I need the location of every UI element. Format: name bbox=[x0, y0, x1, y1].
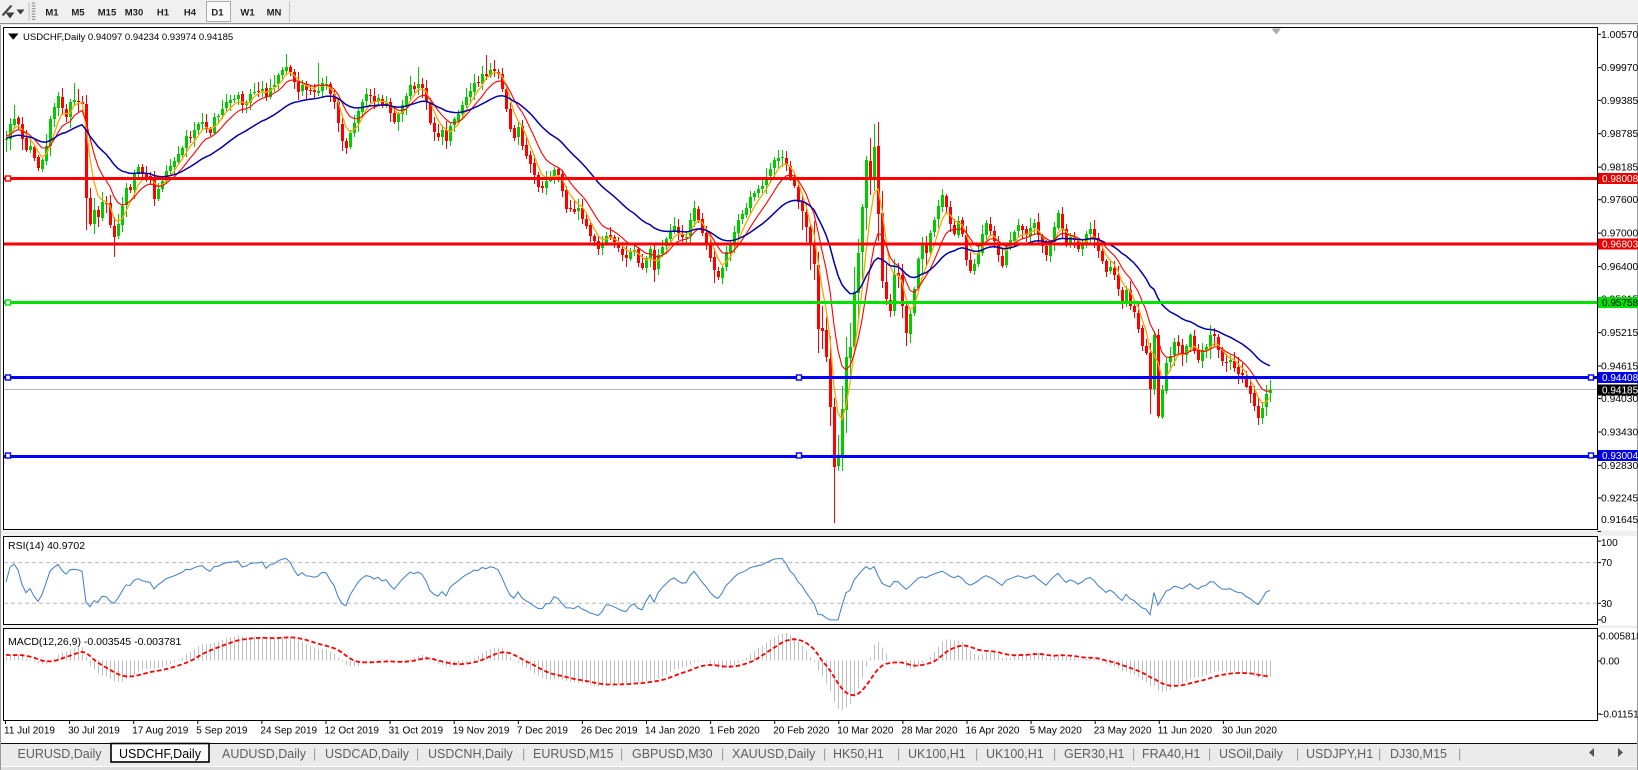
svg-text:0.94615: 0.94615 bbox=[1601, 362, 1638, 373]
svg-text:7 Dec 2019: 7 Dec 2019 bbox=[517, 726, 569, 737]
svg-text:0.99385: 0.99385 bbox=[1601, 96, 1638, 107]
svg-text:|: | bbox=[1458, 747, 1461, 761]
svg-text:|: | bbox=[823, 747, 826, 761]
svg-text:11 Jun 2020: 11 Jun 2020 bbox=[1158, 726, 1213, 737]
svg-text:MACD(12,26,9) -0.003545 -0.003: MACD(12,26,9) -0.003545 -0.003781 bbox=[8, 636, 182, 648]
svg-text:0.98008: 0.98008 bbox=[1602, 174, 1638, 185]
svg-text:|: | bbox=[1208, 747, 1211, 761]
svg-text:100: 100 bbox=[1601, 538, 1618, 549]
svg-text:0.005818: 0.005818 bbox=[1600, 632, 1638, 643]
svg-text:H4: H4 bbox=[184, 8, 197, 19]
svg-text:12 Oct 2019: 12 Oct 2019 bbox=[325, 726, 380, 737]
svg-text:0.95758: 0.95758 bbox=[1602, 298, 1638, 309]
svg-text:EURUSD,M15: EURUSD,M15 bbox=[533, 747, 614, 761]
svg-text:0.94408: 0.94408 bbox=[1602, 373, 1638, 384]
svg-text:|: | bbox=[1132, 747, 1135, 761]
svg-text:16 Apr 2020: 16 Apr 2020 bbox=[966, 726, 1020, 737]
svg-text:11 Jul 2019: 11 Jul 2019 bbox=[4, 726, 55, 737]
svg-text:W1: W1 bbox=[240, 8, 255, 19]
svg-text:0.97600: 0.97600 bbox=[1601, 195, 1638, 206]
svg-text:UK100,H1: UK100,H1 bbox=[986, 747, 1044, 761]
svg-text:XAUUSD,Daily: XAUUSD,Daily bbox=[732, 747, 816, 761]
svg-text:28 Mar 2020: 28 Mar 2020 bbox=[901, 726, 958, 737]
svg-text:USDJPY,H1: USDJPY,H1 bbox=[1306, 747, 1373, 761]
svg-text:-0.011514: -0.011514 bbox=[1600, 710, 1638, 721]
svg-text:1.00570: 1.00570 bbox=[1601, 30, 1638, 41]
svg-text:M30: M30 bbox=[125, 8, 143, 19]
svg-text:0: 0 bbox=[1601, 615, 1607, 626]
svg-text:20 Feb 2020: 20 Feb 2020 bbox=[773, 726, 830, 737]
svg-text:0.92830: 0.92830 bbox=[1601, 461, 1638, 472]
svg-text:M15: M15 bbox=[98, 8, 117, 19]
svg-text:USDCHF,Daily 0.94097 0.94234 0: USDCHF,Daily 0.94097 0.94234 0.93974 0.9… bbox=[23, 32, 233, 43]
svg-text:|: | bbox=[1296, 747, 1299, 761]
svg-text:GER30,H1: GER30,H1 bbox=[1064, 747, 1124, 761]
svg-text:26 Dec 2019: 26 Dec 2019 bbox=[581, 726, 638, 737]
svg-text:EURUSD,Daily: EURUSD,Daily bbox=[18, 747, 103, 761]
svg-text:M1: M1 bbox=[45, 8, 59, 19]
svg-text:USOil,Daily: USOil,Daily bbox=[1219, 747, 1284, 761]
svg-text:31 Oct 2019: 31 Oct 2019 bbox=[389, 726, 444, 737]
svg-text:H1: H1 bbox=[157, 8, 170, 19]
svg-text:GBPUSD,M30: GBPUSD,M30 bbox=[632, 747, 713, 761]
svg-text:0.91645: 0.91645 bbox=[1601, 515, 1638, 526]
svg-text:MN: MN bbox=[267, 8, 282, 19]
svg-text:0.00: 0.00 bbox=[1600, 657, 1620, 668]
svg-text:30 Jul 2019: 30 Jul 2019 bbox=[68, 726, 120, 737]
svg-text:DJ30,M15: DJ30,M15 bbox=[1390, 747, 1447, 761]
svg-text:D1: D1 bbox=[211, 8, 224, 19]
svg-text:|: | bbox=[1378, 747, 1381, 761]
svg-text:0.96803: 0.96803 bbox=[1602, 240, 1638, 251]
svg-text:HK50,H1: HK50,H1 bbox=[833, 747, 884, 761]
svg-text:5 May 2020: 5 May 2020 bbox=[1030, 726, 1083, 737]
svg-text:|: | bbox=[620, 747, 623, 761]
svg-text:30 Jun 2020: 30 Jun 2020 bbox=[1222, 726, 1277, 737]
svg-text:23 May 2020: 23 May 2020 bbox=[1094, 726, 1152, 737]
svg-text:5 Sep 2019: 5 Sep 2019 bbox=[196, 726, 248, 737]
svg-text:0.97000: 0.97000 bbox=[1601, 229, 1638, 240]
svg-text:0.99970: 0.99970 bbox=[1601, 63, 1638, 74]
svg-text:AUDUSD,Daily: AUDUSD,Daily bbox=[222, 747, 307, 761]
svg-text:30: 30 bbox=[1601, 599, 1613, 610]
svg-text:10 Mar 2020: 10 Mar 2020 bbox=[837, 726, 894, 737]
svg-text:19 Nov 2019: 19 Nov 2019 bbox=[453, 726, 510, 737]
svg-text:0.98185: 0.98185 bbox=[1601, 163, 1638, 174]
svg-text:0.94030: 0.94030 bbox=[1601, 394, 1638, 405]
svg-text:0.98785: 0.98785 bbox=[1601, 129, 1638, 140]
svg-text:USDCHF,Daily: USDCHF,Daily bbox=[119, 747, 202, 761]
svg-text:M5: M5 bbox=[71, 8, 85, 19]
svg-text:14 Jan 2020: 14 Jan 2020 bbox=[645, 726, 700, 737]
svg-text:FRA40,H1: FRA40,H1 bbox=[1142, 747, 1200, 761]
svg-text:0.93004: 0.93004 bbox=[1602, 451, 1638, 462]
svg-text:|: | bbox=[1053, 747, 1056, 761]
svg-text:17 Aug 2019: 17 Aug 2019 bbox=[132, 726, 189, 737]
svg-text:|: | bbox=[313, 747, 316, 761]
svg-text:|: | bbox=[897, 747, 900, 761]
svg-text:|: | bbox=[522, 747, 525, 761]
svg-text:70: 70 bbox=[1601, 558, 1613, 569]
svg-text:USDCNH,Daily: USDCNH,Daily bbox=[428, 747, 513, 761]
svg-text:USDCAD,Daily: USDCAD,Daily bbox=[325, 747, 410, 761]
svg-text:24 Sep 2019: 24 Sep 2019 bbox=[260, 726, 317, 737]
svg-text:0.93430: 0.93430 bbox=[1601, 428, 1638, 439]
svg-text:0.95215: 0.95215 bbox=[1601, 328, 1638, 339]
svg-text:UK100,H1: UK100,H1 bbox=[908, 747, 966, 761]
svg-text:|: | bbox=[975, 747, 978, 761]
svg-text:0.96400: 0.96400 bbox=[1601, 262, 1638, 273]
svg-text:0.92245: 0.92245 bbox=[1601, 494, 1638, 505]
svg-text:|: | bbox=[416, 747, 419, 761]
svg-text:0.94185: 0.94185 bbox=[1602, 386, 1638, 397]
svg-text:|: | bbox=[721, 747, 724, 761]
svg-text:1 Feb 2020: 1 Feb 2020 bbox=[709, 726, 760, 737]
svg-text:RSI(14) 40.9702: RSI(14) 40.9702 bbox=[8, 540, 85, 552]
